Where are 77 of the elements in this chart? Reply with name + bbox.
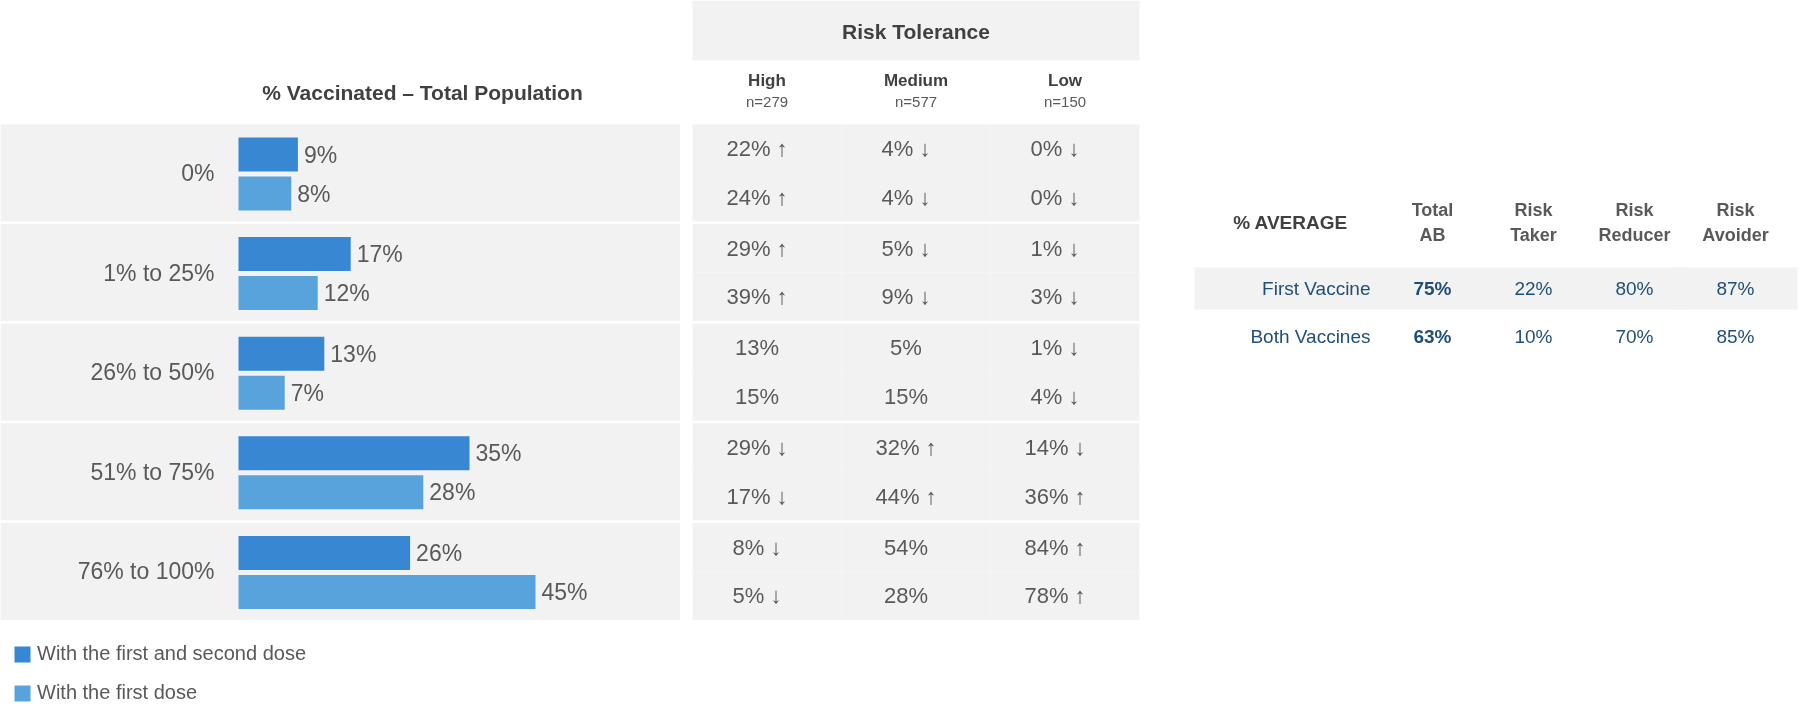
- bar: [238, 375, 285, 410]
- data-label: 15%: [883, 383, 929, 409]
- data-label: 45%: [541, 578, 588, 605]
- data-label: 5% ↓: [732, 583, 782, 609]
- data-label: 17% ↓: [726, 483, 788, 509]
- bar: [238, 436, 470, 471]
- data-label: 28%: [883, 583, 929, 609]
- data-label: 5%: [890, 335, 922, 361]
- x-tick-label: Low n=150: [1043, 71, 1087, 110]
- chart-title: % AVERAGE: [1233, 212, 1348, 233]
- legend-label: With the first and second dose: [37, 642, 307, 665]
- x-tick-label: Total AB: [1411, 200, 1454, 245]
- y-tick-label: 0%: [181, 160, 215, 186]
- data-label: 26%: [416, 539, 463, 566]
- x-tick-label: Risk Avoider: [1702, 200, 1769, 245]
- data-label: 78% ↑: [1024, 583, 1086, 609]
- y-tick-label: 26% to 50%: [90, 359, 215, 386]
- data-label: 1% ↓: [1030, 235, 1080, 261]
- bar: [238, 336, 325, 371]
- data-label: 63%: [1413, 326, 1452, 347]
- data-label: 0% ↓: [1030, 184, 1080, 210]
- data-label: 4% ↓: [881, 184, 931, 210]
- y-tick-label: First Vaccine: [1262, 278, 1371, 299]
- bar: [238, 176, 292, 211]
- data-label: 87%: [1716, 278, 1755, 299]
- data-label: 44% ↑: [875, 483, 937, 509]
- data-label: 70%: [1615, 326, 1654, 347]
- data-label: 39% ↑: [726, 284, 788, 310]
- data-label: 32% ↑: [875, 435, 937, 461]
- data-label: 36% ↑: [1024, 483, 1086, 509]
- y-tick-label: Both Vaccines: [1250, 326, 1371, 347]
- data-label: 35%: [475, 440, 522, 467]
- y-tick-label: 1% to 25%: [103, 259, 215, 286]
- x-tick-label: Risk Reducer: [1598, 200, 1671, 245]
- data-label: 17%: [356, 241, 403, 268]
- bar: [238, 237, 351, 272]
- chart-title: Risk Tolerance: [842, 20, 990, 43]
- data-label: 29% ↑: [726, 235, 788, 261]
- data-label: 15%: [734, 383, 780, 409]
- data-label: 14% ↓: [1024, 435, 1086, 461]
- data-label: 3% ↓: [1030, 284, 1080, 310]
- data-label: 22% ↑: [726, 136, 788, 162]
- data-label: 1% ↓: [1030, 335, 1080, 361]
- data-label: 22%: [1514, 278, 1553, 299]
- data-label: 5% ↓: [881, 235, 931, 261]
- x-tick-label: Medium n=577: [883, 71, 949, 110]
- data-label: 75%: [1413, 278, 1452, 299]
- data-label: 28%: [429, 479, 476, 506]
- data-label: 9% ↓: [881, 284, 931, 310]
- bar: [238, 574, 536, 609]
- data-label: 8%: [297, 180, 331, 207]
- chart-title: % Vaccinated – Total Population: [262, 81, 583, 104]
- data-label: 29% ↓: [726, 435, 788, 461]
- data-label: 13%: [330, 340, 377, 367]
- bar: [238, 276, 318, 311]
- data-label: 0% ↓: [1030, 136, 1080, 162]
- bar: [238, 137, 298, 172]
- data-label: 13%: [734, 335, 780, 361]
- data-label: 85%: [1716, 326, 1755, 347]
- data-label: 8% ↓: [732, 534, 782, 560]
- data-label: 12%: [323, 280, 370, 307]
- data-label: 10%: [1514, 326, 1553, 347]
- data-label: 4% ↓: [1030, 383, 1080, 409]
- data-label: 84% ↑: [1024, 534, 1086, 560]
- data-label: 9%: [303, 141, 338, 168]
- legend-label: With the first dose: [37, 681, 198, 704]
- x-tick-label: High n=279: [745, 71, 789, 110]
- data-label: 54%: [883, 534, 929, 560]
- data-label: 7%: [290, 379, 324, 406]
- bar: [238, 475, 424, 510]
- bar: [238, 535, 411, 570]
- data-label: 24% ↑: [726, 184, 788, 210]
- data-label: 80%: [1615, 278, 1654, 299]
- x-tick-label: Risk Taker: [1510, 200, 1557, 245]
- data-label: 4% ↓: [881, 136, 931, 162]
- y-tick-label: 76% to 100%: [77, 558, 215, 585]
- y-tick-label: 51% to 75%: [90, 458, 215, 485]
